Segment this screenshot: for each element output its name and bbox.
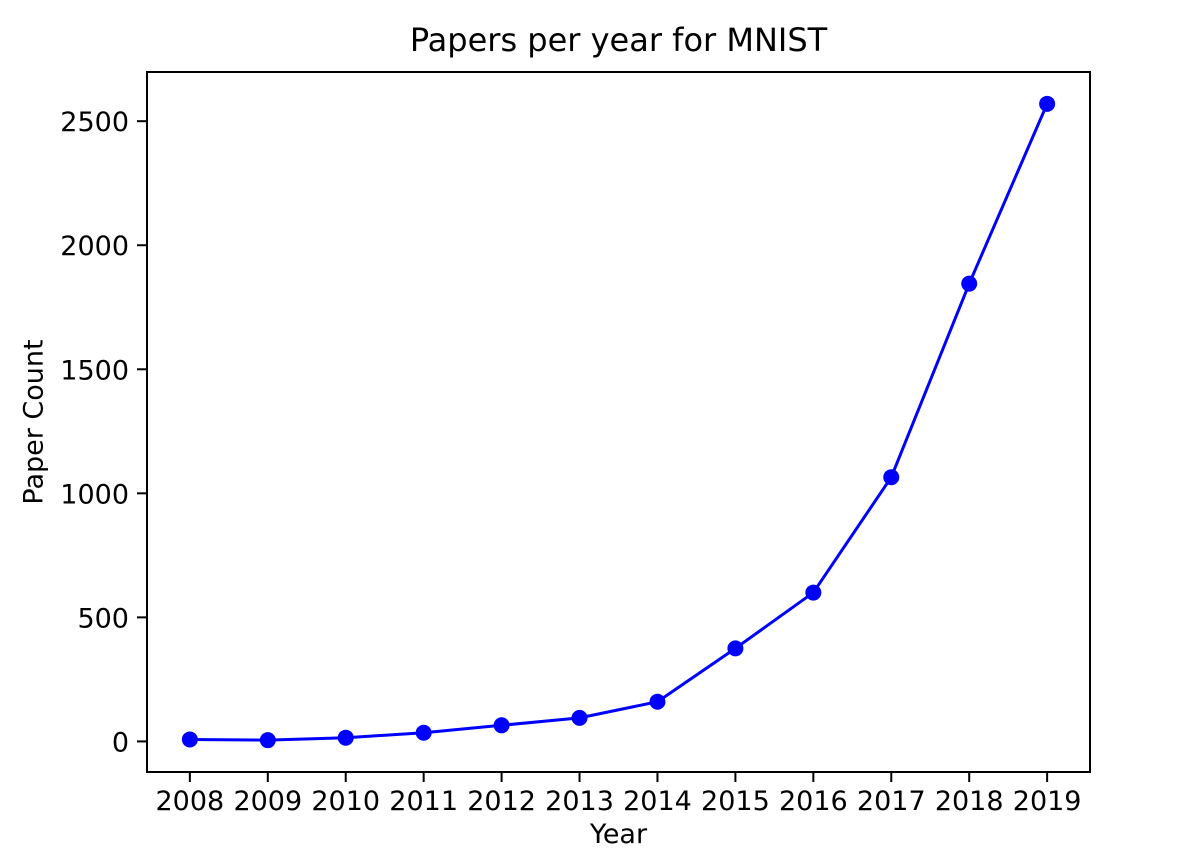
x-tick-label: 2010 [311,786,380,817]
x-tick-label: 2009 [233,786,302,817]
data-point [883,469,900,486]
x-tick-label: 2012 [467,786,536,817]
x-tick-label: 2014 [623,786,692,817]
x-tick-label: 2011 [389,786,458,817]
data-point [415,724,432,741]
y-tick-label: 500 [77,603,129,634]
data-point [337,729,354,746]
data-point [649,693,666,710]
data-point [805,584,822,601]
data-point [259,732,276,749]
y-tick-label: 1500 [60,355,129,386]
data-point [727,640,744,657]
data-line [188,102,1049,742]
x-tick-label: 2017 [857,786,926,817]
data-point [961,275,978,292]
chart-title: Papers per year for MNIST [409,21,828,59]
y-tick-label: 2500 [60,107,129,138]
data-point [493,717,510,734]
x-tick-label: 2019 [1013,786,1082,817]
x-axis-label: Year [589,819,648,850]
data-point [571,709,588,726]
x-tick-label: 2013 [545,786,614,817]
y-tick-label: 0 [112,727,129,758]
x-tick-label: 2018 [935,786,1004,817]
x-tick-label: 2016 [779,786,848,817]
y-tick-label: 2000 [60,231,129,262]
axes-spines [146,71,1091,773]
x-tick-label: 2008 [156,786,225,817]
y-axis-label: Paper Count [18,339,50,505]
y-tick-label: 1000 [60,479,129,510]
x-tick-label: 2015 [701,786,770,817]
data-point [181,731,198,748]
data-point [1039,95,1056,112]
